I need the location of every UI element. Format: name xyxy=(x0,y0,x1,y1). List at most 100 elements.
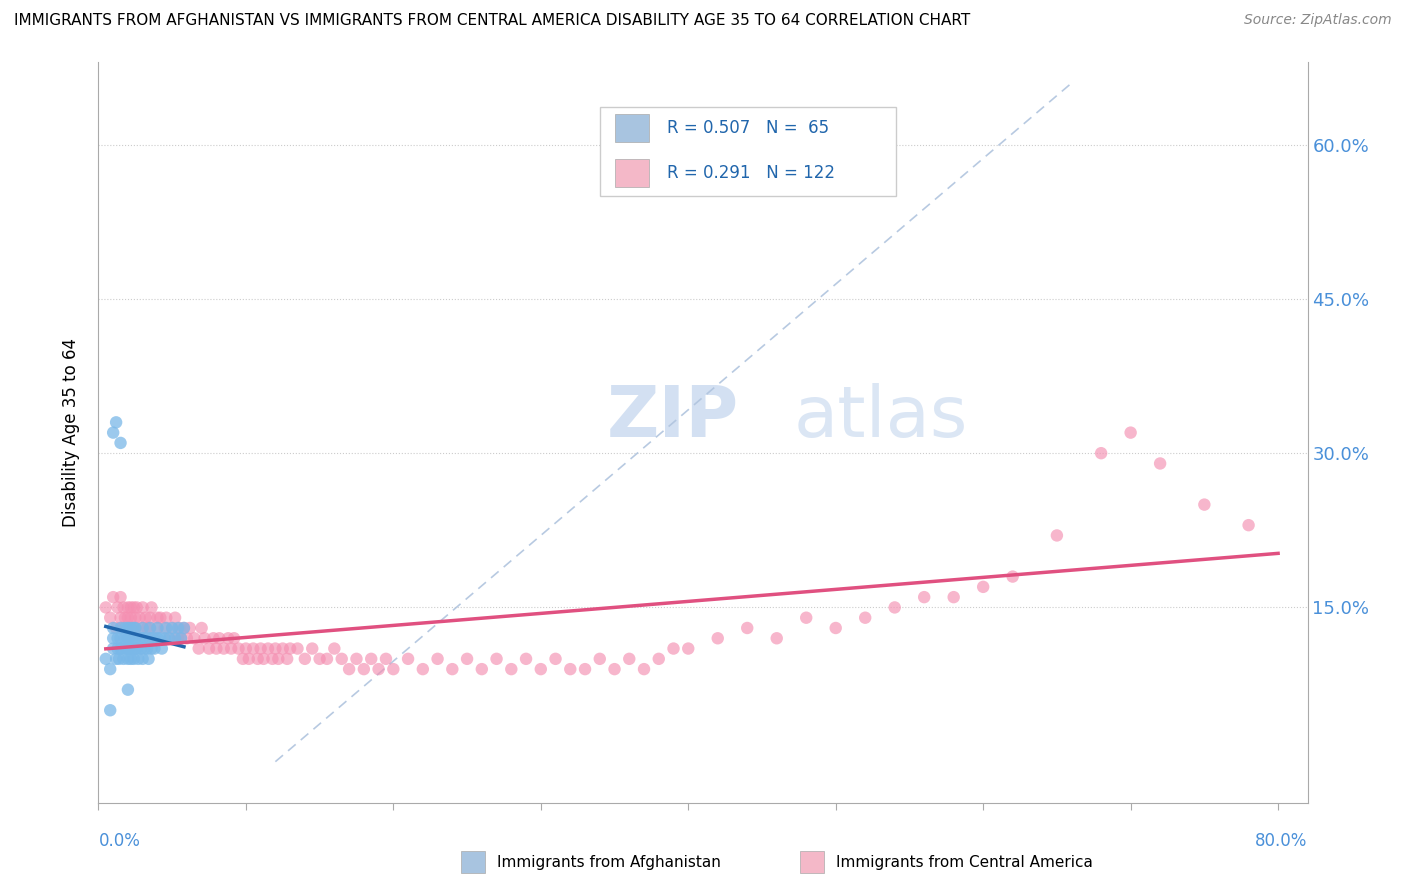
FancyBboxPatch shape xyxy=(614,159,648,186)
Point xyxy=(157,632,180,646)
Point xyxy=(134,641,156,656)
Point xyxy=(146,611,169,625)
Point xyxy=(131,632,153,646)
Point xyxy=(165,611,187,625)
Point xyxy=(232,652,254,666)
Text: Immigrants from Central America: Immigrants from Central America xyxy=(837,855,1092,870)
Point xyxy=(198,641,221,656)
Point xyxy=(114,611,136,625)
Point xyxy=(530,662,553,676)
Point xyxy=(219,641,242,656)
Point xyxy=(471,662,494,676)
Point xyxy=(706,632,728,646)
Point xyxy=(1194,498,1216,512)
Point xyxy=(94,600,117,615)
Point xyxy=(128,611,150,625)
Point xyxy=(264,641,287,656)
Point xyxy=(101,425,124,440)
Point xyxy=(150,641,173,656)
Text: 80.0%: 80.0% xyxy=(1256,832,1308,850)
Point xyxy=(170,632,193,646)
Point xyxy=(138,652,160,666)
Point xyxy=(125,641,148,656)
Point xyxy=(205,641,228,656)
Point xyxy=(765,632,787,646)
Point xyxy=(141,641,163,656)
Point xyxy=(441,662,464,676)
Point xyxy=(139,611,162,625)
Text: R = 0.507   N =  65: R = 0.507 N = 65 xyxy=(666,120,830,137)
Point xyxy=(794,611,817,625)
Point xyxy=(105,621,128,635)
Point xyxy=(98,611,121,625)
Point xyxy=(149,632,172,646)
Point xyxy=(98,703,121,717)
Point xyxy=(146,621,169,635)
Point xyxy=(1090,446,1112,460)
Point xyxy=(117,652,139,666)
Point xyxy=(114,621,136,635)
Point xyxy=(110,436,132,450)
Point xyxy=(603,662,626,676)
Point xyxy=(167,621,190,635)
Point xyxy=(824,621,846,635)
Point xyxy=(117,611,139,625)
Point xyxy=(176,632,198,646)
Point xyxy=(141,600,163,615)
Point xyxy=(131,621,153,635)
Y-axis label: Disability Age 35 to 64: Disability Age 35 to 64 xyxy=(62,338,80,527)
Point xyxy=(167,632,190,646)
Point xyxy=(115,641,138,656)
Text: ZIP: ZIP xyxy=(606,384,738,452)
Point xyxy=(155,611,177,625)
Point xyxy=(110,641,132,656)
Point xyxy=(160,621,183,635)
Point xyxy=(169,621,191,635)
Point xyxy=(117,632,139,646)
Point xyxy=(751,169,773,183)
Point xyxy=(120,600,142,615)
Point xyxy=(287,641,309,656)
Point xyxy=(1237,518,1260,533)
Point xyxy=(112,652,135,666)
Point xyxy=(127,652,149,666)
Point xyxy=(105,652,128,666)
Point xyxy=(101,590,124,604)
Point xyxy=(183,632,205,646)
Point xyxy=(257,641,280,656)
Text: R = 0.291   N = 122: R = 0.291 N = 122 xyxy=(666,164,835,182)
Point xyxy=(271,641,294,656)
Point xyxy=(111,641,134,656)
Point xyxy=(149,611,172,625)
Point xyxy=(120,621,142,635)
Point xyxy=(735,621,758,635)
Point xyxy=(160,621,183,635)
Point xyxy=(124,611,146,625)
Point xyxy=(267,652,290,666)
Point xyxy=(98,662,121,676)
Point xyxy=(252,652,274,666)
Point xyxy=(118,621,141,635)
Point xyxy=(228,641,250,656)
Point xyxy=(122,652,145,666)
Point xyxy=(153,632,176,646)
Point xyxy=(135,611,157,625)
Point xyxy=(131,652,153,666)
Point xyxy=(194,632,217,646)
Point xyxy=(173,621,195,635)
Point xyxy=(501,662,523,676)
Point xyxy=(648,652,671,666)
Point xyxy=(972,580,994,594)
Point xyxy=(170,632,193,646)
Point xyxy=(316,652,339,666)
FancyBboxPatch shape xyxy=(600,107,897,195)
Point xyxy=(375,652,398,666)
Point xyxy=(139,632,162,646)
Point xyxy=(412,662,434,676)
Point xyxy=(208,632,231,646)
Point xyxy=(883,600,905,615)
Point xyxy=(146,621,169,635)
Point xyxy=(249,641,271,656)
Text: IMMIGRANTS FROM AFGHANISTAN VS IMMIGRANTS FROM CENTRAL AMERICA DISABILITY AGE 35: IMMIGRANTS FROM AFGHANISTAN VS IMMIGRANT… xyxy=(14,13,970,29)
Point xyxy=(117,641,139,656)
